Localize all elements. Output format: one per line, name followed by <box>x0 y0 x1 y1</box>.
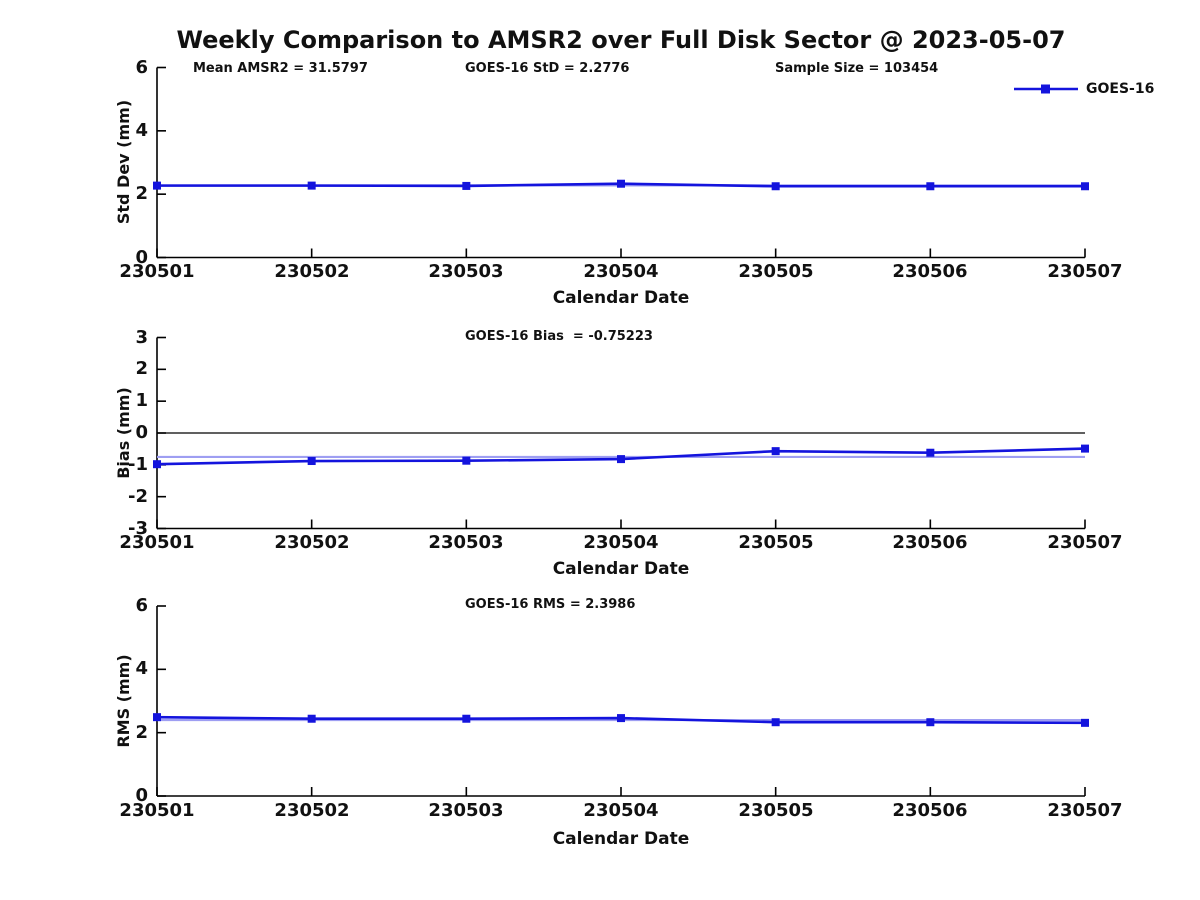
rms-marker-230506 <box>926 718 935 727</box>
std-dev-marker-230506 <box>926 182 935 191</box>
std-dev-x-tick-label: 230502 <box>274 261 350 282</box>
bias-x-tick-label: 230503 <box>428 532 504 553</box>
annotation-goes16-std: GOES-16 StD = 2.2776 <box>465 61 630 76</box>
rms-marker-230503 <box>462 714 471 723</box>
std-dev-x-tick-label: 230501 <box>119 261 195 282</box>
rms-marker-230504 <box>617 714 625 723</box>
std-dev-x-tick-label: 230505 <box>738 261 814 282</box>
rms-x-tick-label: 230507 <box>1047 800 1123 821</box>
rms-y-tick-label: 2 <box>135 722 148 743</box>
rms-y-tick-label: 4 <box>135 658 148 679</box>
legend-line-marker-icon <box>1014 84 1078 94</box>
bias-marker-230506 <box>926 448 935 457</box>
std-dev-marker-230501 <box>153 181 161 190</box>
std-dev-marker-230505 <box>771 182 780 191</box>
std-dev-y-tick-label: 0 <box>135 247 148 268</box>
std-dev-y-tick-label: 6 <box>135 57 148 78</box>
rms-x-tick-label: 230501 <box>119 800 195 821</box>
annotation-sample-size: Sample Size = 103454 <box>775 61 939 76</box>
std-dev-x-tick-label: 230507 <box>1047 261 1123 282</box>
rms-marker-230505 <box>771 718 780 727</box>
bias-y-tick-label: 0 <box>135 422 148 443</box>
legend-label: GOES-16 <box>1086 81 1155 97</box>
rms-marker-230507 <box>1081 718 1089 727</box>
figure-title: Weekly Comparison to AMSR2 over Full Dis… <box>176 26 1066 54</box>
bias-y-tick-label: 2 <box>135 358 148 379</box>
bias-x-tick-label: 230504 <box>583 532 659 553</box>
bias-x-tick-label: 230505 <box>738 532 814 553</box>
bias-marker-230505 <box>771 447 780 456</box>
std-dev-y-tick-label: 2 <box>135 183 148 204</box>
rms-x-tick-label: 230502 <box>274 800 350 821</box>
bias-marker-230507 <box>1081 444 1089 453</box>
stddev-y-axis-label: Std Dev (mm) <box>114 99 133 225</box>
std-dev-marker-230503 <box>462 181 471 190</box>
bias-marker-230502 <box>307 457 316 466</box>
bias-x-tick-label: 230506 <box>892 532 968 553</box>
rms-x-tick-label: 230506 <box>892 800 968 821</box>
rms-marker-230501 <box>153 713 161 722</box>
annotation-goes16-rms: GOES-16 RMS = 2.3986 <box>465 597 636 612</box>
bias-x-tick-label: 230502 <box>274 532 350 553</box>
rms-x-tick-label: 230504 <box>583 800 659 821</box>
legend: GOES-16 <box>1013 81 1154 97</box>
std-dev-marker-230507 <box>1081 182 1089 191</box>
bias-x-tick-label: 230501 <box>119 532 195 553</box>
std-dev-marker-230504 <box>617 179 625 188</box>
rms-y-tick-label: 0 <box>135 785 148 806</box>
annotation-goes16-bias: GOES-16 Bias = -0.75223 <box>465 329 653 344</box>
rms-x-tick-label: 230505 <box>738 800 814 821</box>
bias-marker-230501 <box>153 460 161 469</box>
rms-marker-230502 <box>307 714 316 723</box>
rms-x-axis-label: Calendar Date <box>552 829 690 849</box>
bias-y-tick-label: -2 <box>128 486 148 507</box>
rms-x-tick-label: 230503 <box>428 800 504 821</box>
annotation-mean-amsr2: Mean AMSR2 = 31.5797 <box>193 61 368 76</box>
bias-marker-230503 <box>462 456 471 465</box>
bias-x-tick-label: 230507 <box>1047 532 1123 553</box>
std-dev-marker-230502 <box>307 181 316 190</box>
bias-y-tick-label: -3 <box>128 518 148 539</box>
bias-y-tick-label: 3 <box>135 327 148 348</box>
std-dev-x-tick-label: 230506 <box>892 261 968 282</box>
std-dev-x-tick-label: 230504 <box>583 261 659 282</box>
bias-marker-230504 <box>617 455 625 464</box>
rms-y-tick-label: 6 <box>135 595 148 616</box>
stddev-x-axis-label: Calendar Date <box>552 288 690 308</box>
std-dev-x-tick-label: 230503 <box>428 261 504 282</box>
bias-y-tick-label: -1 <box>128 454 148 475</box>
bias-y-tick-label: 1 <box>135 390 148 411</box>
std-dev-y-tick-label: 4 <box>135 120 148 141</box>
bias-x-axis-label: Calendar Date <box>552 559 690 579</box>
